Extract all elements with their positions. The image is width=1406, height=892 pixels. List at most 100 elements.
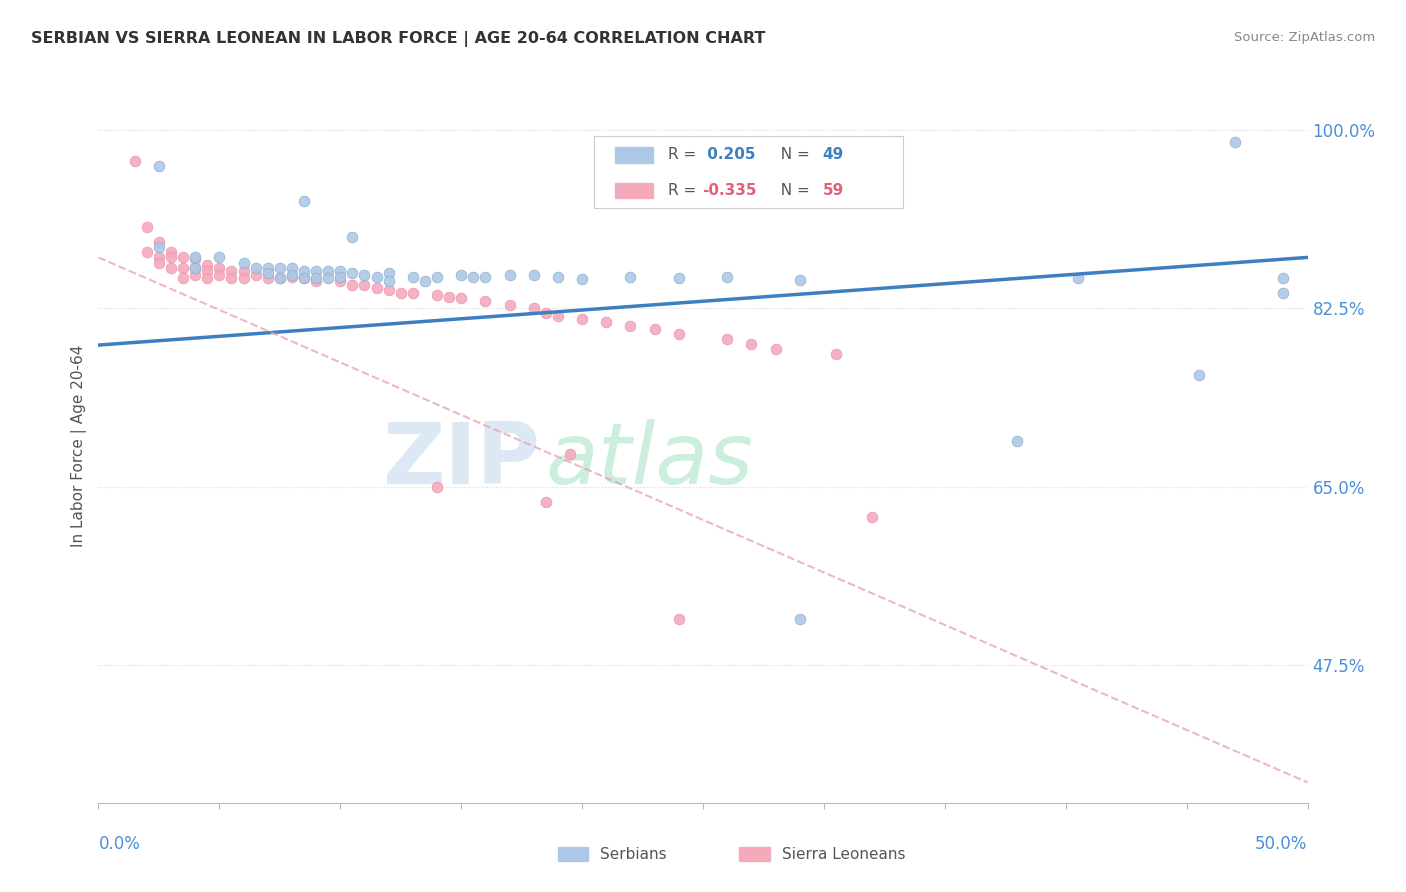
Text: SERBIAN VS SIERRA LEONEAN IN LABOR FORCE | AGE 20-64 CORRELATION CHART: SERBIAN VS SIERRA LEONEAN IN LABOR FORCE… bbox=[31, 31, 765, 47]
Point bbox=[353, 277, 375, 292]
Point bbox=[269, 260, 291, 275]
Point bbox=[232, 263, 254, 277]
Point bbox=[860, 510, 883, 524]
Point bbox=[221, 263, 243, 277]
Text: R =: R = bbox=[668, 147, 702, 162]
Point bbox=[558, 447, 581, 461]
Point bbox=[135, 245, 157, 260]
Point bbox=[184, 260, 207, 275]
Point bbox=[305, 263, 328, 277]
Point bbox=[450, 268, 472, 282]
Point bbox=[474, 294, 496, 309]
Text: -0.335: -0.335 bbox=[702, 183, 756, 198]
Point bbox=[498, 298, 520, 312]
Point bbox=[534, 495, 557, 509]
Point bbox=[619, 269, 641, 284]
Point bbox=[329, 263, 352, 277]
Point bbox=[148, 159, 170, 173]
Point bbox=[463, 269, 485, 284]
Point bbox=[292, 270, 315, 285]
Point bbox=[789, 273, 811, 287]
Point bbox=[498, 268, 520, 282]
Point bbox=[316, 270, 339, 285]
Point bbox=[195, 270, 218, 285]
Point bbox=[184, 252, 207, 267]
Point bbox=[716, 269, 738, 284]
Point bbox=[523, 268, 546, 282]
Point bbox=[329, 269, 352, 284]
Point bbox=[172, 270, 194, 285]
Point bbox=[256, 260, 278, 275]
Point bbox=[825, 347, 848, 361]
Point bbox=[281, 260, 304, 275]
Text: atlas: atlas bbox=[546, 418, 754, 502]
Text: 59: 59 bbox=[823, 183, 844, 198]
Point bbox=[124, 153, 146, 168]
Point bbox=[305, 270, 328, 285]
Point bbox=[377, 266, 399, 280]
Point bbox=[1272, 270, 1295, 285]
Point bbox=[1067, 270, 1090, 285]
Point bbox=[366, 281, 388, 295]
Point bbox=[1007, 434, 1029, 448]
Point bbox=[377, 283, 399, 297]
Bar bbox=[614, 183, 654, 198]
Point bbox=[789, 612, 811, 626]
Point bbox=[256, 270, 278, 285]
Text: Source: ZipAtlas.com: Source: ZipAtlas.com bbox=[1234, 31, 1375, 45]
Point bbox=[342, 266, 364, 280]
Point bbox=[619, 318, 641, 333]
Point bbox=[281, 268, 304, 282]
Point bbox=[426, 288, 449, 302]
Point bbox=[571, 311, 593, 326]
Point bbox=[668, 270, 690, 285]
Point bbox=[523, 301, 546, 316]
Point bbox=[342, 230, 364, 244]
Text: Sierra Leoneans: Sierra Leoneans bbox=[782, 847, 905, 862]
Text: Serbians: Serbians bbox=[600, 847, 666, 862]
Point bbox=[668, 612, 690, 626]
Point bbox=[366, 269, 388, 284]
Point bbox=[245, 260, 267, 275]
Point bbox=[208, 251, 231, 265]
Text: 0.0%: 0.0% bbox=[98, 835, 141, 853]
Point bbox=[232, 255, 254, 269]
Point bbox=[668, 326, 690, 341]
Point bbox=[1188, 368, 1211, 382]
Text: N =: N = bbox=[770, 147, 814, 162]
Point bbox=[232, 270, 254, 285]
Point bbox=[208, 268, 231, 282]
Point bbox=[547, 269, 569, 284]
Point bbox=[474, 269, 496, 284]
Point bbox=[534, 306, 557, 320]
Point bbox=[148, 235, 170, 249]
Y-axis label: In Labor Force | Age 20-64: In Labor Force | Age 20-64 bbox=[72, 345, 87, 547]
Point bbox=[292, 263, 315, 277]
Point bbox=[547, 309, 569, 323]
Point bbox=[740, 337, 762, 351]
Text: ZIP: ZIP bbox=[382, 418, 540, 502]
Text: N =: N = bbox=[770, 183, 814, 198]
Point bbox=[160, 260, 183, 275]
Point bbox=[195, 258, 218, 272]
Point bbox=[437, 290, 460, 304]
Point bbox=[184, 251, 207, 265]
FancyBboxPatch shape bbox=[595, 136, 903, 209]
Point bbox=[1272, 286, 1295, 301]
Point bbox=[353, 268, 375, 282]
Point bbox=[716, 332, 738, 346]
Point bbox=[644, 322, 666, 336]
Point bbox=[195, 263, 218, 277]
Point bbox=[160, 251, 183, 265]
Point bbox=[402, 286, 425, 301]
Point bbox=[135, 219, 157, 234]
Point bbox=[305, 274, 328, 288]
Point bbox=[571, 272, 593, 286]
Point bbox=[377, 274, 399, 288]
Point bbox=[269, 270, 291, 285]
Point bbox=[221, 270, 243, 285]
Point bbox=[292, 194, 315, 209]
Point bbox=[148, 240, 170, 254]
Point bbox=[426, 269, 449, 284]
Text: 50.0%: 50.0% bbox=[1256, 835, 1308, 853]
